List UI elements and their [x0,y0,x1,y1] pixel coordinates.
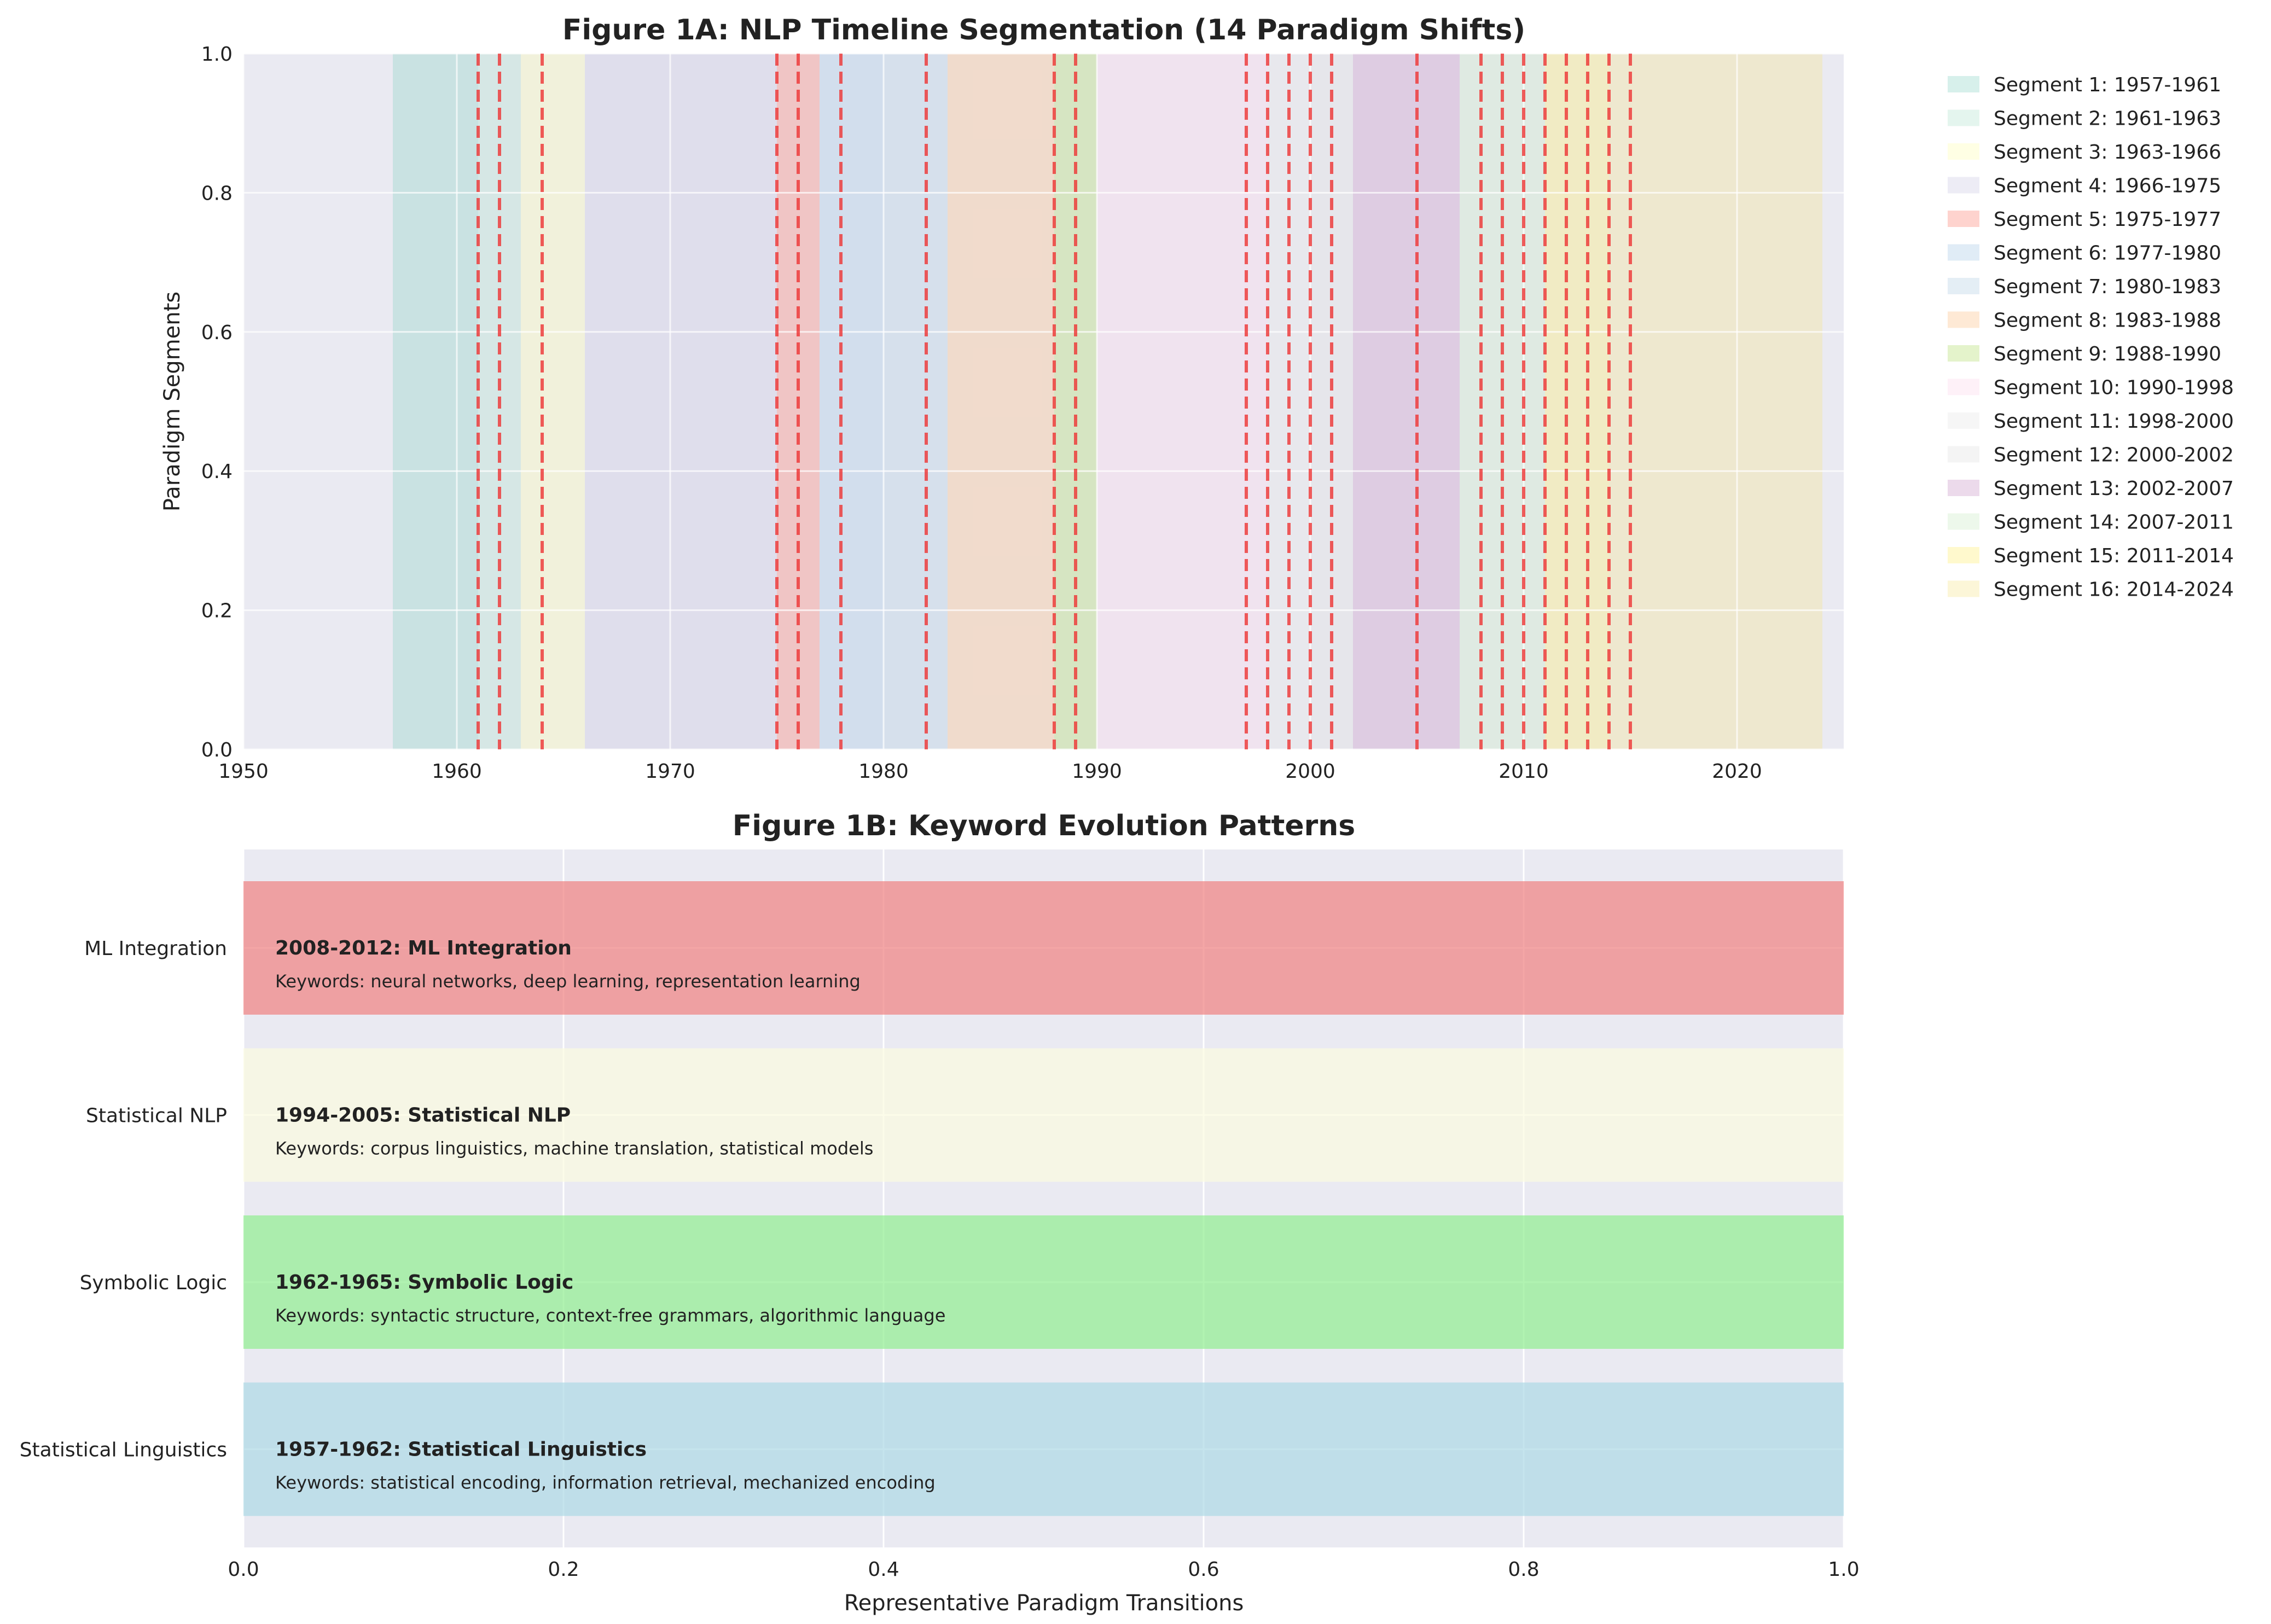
chart-1b: Figure 1B: Keyword Evolution Patterns 20… [20,810,1860,1616]
legend-label: Segment 15: 2011-2014 [1994,545,2234,567]
legend-swatch [1948,379,1979,395]
y-tick-label: 0.0 [201,739,233,761]
bar-keywords: Keywords: neural networks, deep learning… [275,971,861,992]
chart-1b-category-labels: ML Integration Statistical NLP Symbolic Lo… [20,938,227,1462]
bar-keywords: Keywords: corpus linguistics, machine tr… [275,1138,873,1159]
bar-symbolic-logic [243,1215,1844,1349]
chart-1a-legend: Segment 1: 1957-1961 Segment 2: 1961-1963… [1948,74,2234,601]
x-tick-label: 1970 [645,760,695,783]
x-tick-label: 0.4 [868,1558,899,1581]
chart-1b-x-ticks: 0.0 0.2 0.4 0.6 0.8 1.0 [228,1558,1859,1581]
chart-1a: Figure 1A: NLP Timeline Segmentation (14… [160,14,2234,783]
segment-span-15 [1545,54,1609,749]
y-tick-label: 0.8 [201,182,233,205]
chart-1b-x-axis-label: Representative Paradigm Transitions [844,1591,1244,1616]
x-tick-label: 1990 [1072,760,1122,783]
segment-span-7 [884,54,948,749]
x-tick-label: 2010 [1498,760,1549,783]
bar-heading: 1962-1965: Symbolic Logic [275,1271,573,1294]
bar-heading: 1994-2005: Statistical NLP [275,1104,571,1127]
y-tick-label: 0.6 [201,322,233,344]
x-tick-label: 2020 [1712,760,1762,783]
legend-swatch [1948,211,1979,227]
bar-ml-integration [243,881,1844,1015]
x-tick-label: 0.6 [1188,1558,1219,1581]
legend-swatch [1948,244,1979,261]
legend-label: Segment 5: 1975-1977 [1994,208,2221,231]
legend-swatch [1948,547,1979,563]
segment-span-16 [1609,54,1822,749]
legend-swatch [1948,480,1979,496]
segment-span-13 [1353,54,1460,749]
y-tick-label: 1.0 [201,43,233,66]
bar-keywords: Keywords: syntactic structure, context-f… [275,1305,945,1326]
legend-swatch [1948,278,1979,294]
segment-span-6 [820,54,884,749]
legend-label: Segment 11: 1998-2000 [1994,410,2234,433]
legend-label: Segment 13: 2002-2007 [1994,478,2234,500]
category-label: Statistical NLP [86,1105,227,1127]
category-label: ML Integration [84,938,227,960]
legend-label: Segment 14: 2007-2011 [1994,511,2234,534]
y-tick-label: 0.2 [201,600,233,622]
chart-1a-y-ticks: 0.0 0.2 0.4 0.6 0.8 1.0 [201,43,233,761]
legend-swatch [1948,177,1979,194]
legend-label: Segment 12: 2000-2002 [1994,444,2234,467]
chart-1a-title: Figure 1A: NLP Timeline Segmentation (14… [562,14,1525,46]
chart-1b-title: Figure 1B: Keyword Evolution Patterns [733,810,1356,842]
legend-swatch [1948,76,1979,92]
bar-statistical-linguistics [243,1382,1844,1516]
bar-heading: 2008-2012: ML Integration [275,937,572,959]
x-tick-label: 1960 [432,760,482,783]
legend-label: Segment 1: 1957-1961 [1994,74,2221,96]
y-tick-label: 0.4 [201,461,233,483]
chart-1a-transition-lines [477,54,1632,749]
chart-1a-segment-spans [393,54,1822,749]
legend-label: Segment 10: 1990-1998 [1994,377,2234,399]
segment-span-10 [1097,54,1268,749]
chart-1a-y-axis-label: Paradigm Segments [160,292,185,511]
legend-label: Segment 8: 1983-1988 [1994,310,2221,332]
segment-span-3 [521,54,585,749]
legend-swatch [1948,446,1979,463]
x-tick-label: 1980 [858,760,909,783]
legend-swatch [1948,311,1979,328]
legend-label: Segment 16: 2014-2024 [1994,579,2234,601]
segment-span-1 [393,54,478,749]
legend-label: Segment 2: 1961-1963 [1994,108,2221,130]
legend-label: Segment 7: 1980-1983 [1994,276,2221,298]
x-tick-label: 2000 [1285,760,1335,783]
legend-swatch [1948,345,1979,362]
category-label: Statistical Linguistics [20,1439,227,1462]
x-tick-label: 0.2 [548,1558,579,1581]
legend-swatch [1948,143,1979,160]
bar-statistical-nlp [243,1048,1844,1182]
bar-keywords: Keywords: statistical encoding, informat… [275,1472,936,1493]
x-tick-label: 0.0 [228,1558,259,1581]
legend-swatch [1948,513,1979,530]
bar-heading: 1957-1962: Statistical Linguistics [275,1439,647,1461]
legend-swatch [1948,412,1979,429]
legend-swatch [1948,580,1979,597]
chart-1a-plot-area [243,54,1844,749]
x-tick-label: 1950 [218,760,269,783]
legend-swatch [1948,109,1979,126]
legend-label: Segment 4: 1966-1975 [1994,175,2221,197]
legend-label: Segment 6: 1977-1980 [1994,242,2221,265]
x-tick-label: 0.8 [1508,1558,1539,1581]
chart-1a-x-ticks: 1950 1960 1970 1980 1990 2000 2010 2020 [218,760,1762,783]
segment-span-8 [948,54,1054,749]
category-label: Symbolic Logic [80,1272,227,1294]
legend-label: Segment 3: 1963-1966 [1994,141,2221,164]
chart-1b-bars: 2008-2012: ML Integration Keywords: neura… [243,881,1844,1516]
legend-label: Segment 9: 1988-1990 [1994,343,2221,365]
segment-span-4 [585,54,777,749]
x-tick-label: 1.0 [1828,1558,1859,1581]
